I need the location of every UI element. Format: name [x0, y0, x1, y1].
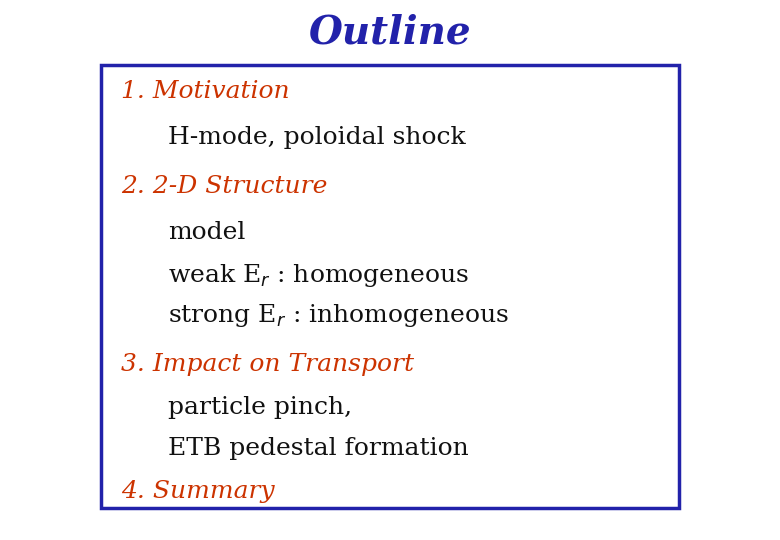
Text: model: model	[168, 221, 245, 244]
Text: 3. Impact on Transport: 3. Impact on Transport	[121, 353, 414, 376]
Text: strong E$_r$ : inhomogeneous: strong E$_r$ : inhomogeneous	[168, 302, 509, 329]
Text: 2. 2-D Structure: 2. 2-D Structure	[121, 175, 328, 198]
Text: Outline: Outline	[309, 14, 471, 51]
Text: 4. Summary: 4. Summary	[121, 480, 275, 503]
Text: particle pinch,: particle pinch,	[168, 396, 352, 419]
Text: H-mode, poloidal shock: H-mode, poloidal shock	[168, 126, 466, 149]
Text: 1. Motivation: 1. Motivation	[121, 80, 289, 103]
Text: weak E$_r$ : homogeneous: weak E$_r$ : homogeneous	[168, 262, 469, 289]
Text: ETB pedestal formation: ETB pedestal formation	[168, 437, 469, 460]
